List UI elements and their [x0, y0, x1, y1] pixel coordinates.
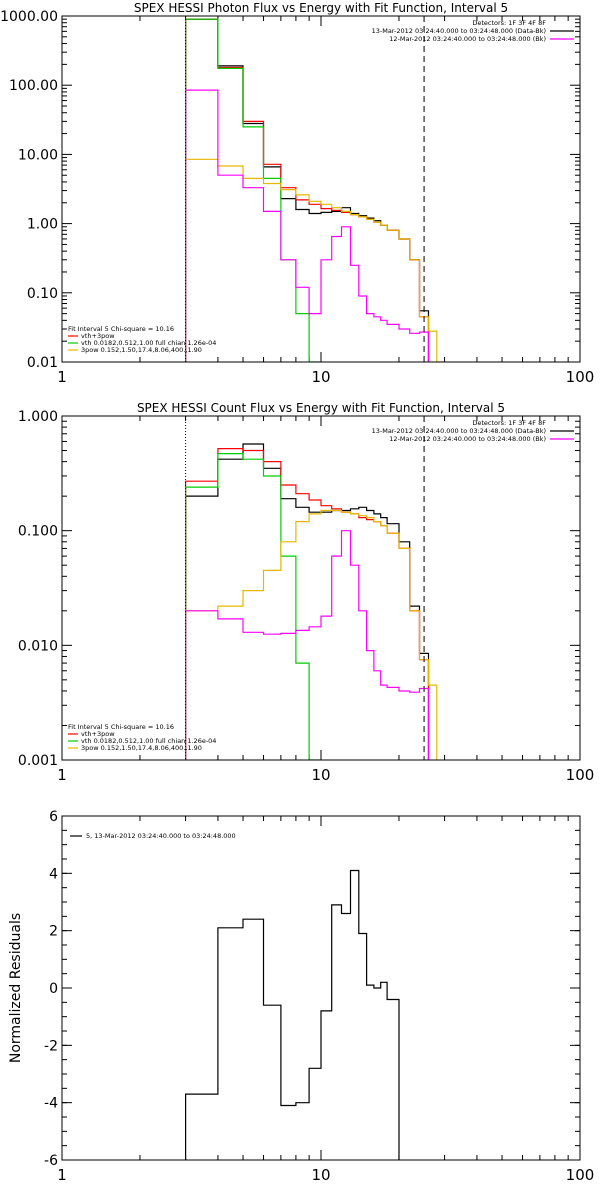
- x-tick-label: 10: [311, 766, 330, 784]
- y-tick-label: -6: [44, 1153, 58, 1169]
- legend-title: Fit Interval 5 Chi-square = 10.16: [68, 723, 174, 731]
- plot-frame: [61, 415, 581, 761]
- legend-entry: vth 0.0182,0.512,1.00 full chian 1.26e-0…: [81, 737, 216, 745]
- series-line-2: [185, 18, 430, 362]
- series-line-5: [185, 89, 430, 362]
- x-tick-label: 100: [566, 368, 595, 386]
- chart-title: SPEX HESSI Count Flux vs Energy with Fit…: [137, 401, 505, 415]
- series-line-5: [185, 530, 430, 760]
- y-tick-label: 10.00: [18, 147, 58, 163]
- axis-ticks: [61, 415, 581, 761]
- header-info-line: Detectors: 1F 3F 4F 8F: [472, 419, 546, 427]
- header-info-line: 13-Mar-2012 03:24:40.000 to 03:24:48.000…: [372, 27, 546, 35]
- chart-panel-3: 1 10 100 6 4 2 0 -2 -4 -6 Normalized Residuals 5, 1…: [8, 809, 594, 1184]
- y-tick-label: 4: [49, 866, 58, 882]
- chart-title: SPEX HESSI Photon Flux vs Energy with Fi…: [134, 1, 508, 15]
- x-tick-label: 100: [566, 766, 595, 784]
- series-line-4: [185, 158, 446, 362]
- header-info-line: Detectors: 1F 3F 4F 8F: [472, 19, 546, 27]
- y-tick-label: -4: [44, 1096, 58, 1112]
- series-line-3: [185, 18, 322, 362]
- legend-entry: vth 0.0182,0.512,1.00 full chian 1.26e-0…: [81, 339, 216, 347]
- series-group: [185, 18, 446, 362]
- y-tick-label: 0.01: [27, 355, 58, 371]
- y-tick-label: 100.00: [9, 78, 58, 94]
- y-tick-label: 6: [49, 809, 58, 825]
- plot-frame: [61, 815, 581, 1161]
- x-tick-label: 1: [57, 766, 67, 784]
- x-tick-label: 10: [311, 368, 330, 386]
- y-axis-label: Normalized Residuals: [8, 913, 24, 1063]
- header-info-line: 12-Mar-2012 03:24:40.000 to 03:24:48.000…: [389, 435, 546, 443]
- y-tick-label: 0.100: [18, 524, 58, 540]
- y-tick-label: 0.001: [18, 753, 58, 769]
- legend-entry: 5, 13-Mar-2012 03:24:40.000 to 03:24:48.…: [86, 832, 236, 840]
- y-tick-label: 1.00: [27, 217, 58, 233]
- x-tick-label: 10: [311, 1166, 330, 1184]
- y-tick-label: -2: [44, 1038, 58, 1054]
- x-tick-label: 100: [566, 1166, 595, 1184]
- plot-frame: [61, 15, 581, 363]
- y-tick-label: 1000.00: [0, 9, 58, 25]
- legend-entry: 3pow 0.152,1.50,17.4,8.06,400.,1.90: [81, 346, 202, 354]
- chart-panel-2: SPEX HESSI Count Flux vs Energy with Fit…: [18, 401, 594, 784]
- legend: 5, 13-Mar-2012 03:24:40.000 to 03:24:48.…: [70, 832, 236, 840]
- series-group: [185, 443, 438, 760]
- series-line-1: [185, 443, 430, 760]
- legend-entry: vth+3pow: [81, 730, 115, 738]
- series-line-1: [185, 18, 430, 362]
- x-tick-label: 1: [57, 1166, 67, 1184]
- series-line-4: [185, 509, 438, 760]
- y-tick-label: 0.010: [18, 638, 58, 654]
- series-group: [185, 869, 400, 1160]
- legend: Fit Interval 5 Chi-square = 10.16vth+3po…: [68, 325, 216, 354]
- series-line-3: [185, 453, 322, 760]
- legend: Fit Interval 5 Chi-square = 10.16vth+3po…: [68, 723, 216, 752]
- legend-entry: vth+3pow: [81, 332, 115, 340]
- series-line-2: [185, 448, 430, 760]
- y-tick-label: 0.10: [27, 286, 58, 302]
- x-tick-label: 1: [57, 368, 67, 386]
- y-tick-label: 1.000: [18, 409, 58, 425]
- header-info-line: 13-Mar-2012 03:24:40.000 to 03:24:48.000…: [372, 427, 546, 435]
- chart-panel-1: SPEX HESSI Photon Flux vs Energy with Fi…: [0, 1, 594, 386]
- header-info-line: 12-Mar-2012 03:24:40.000 to 03:24:48.000…: [389, 35, 546, 43]
- y-tick-label: 0: [49, 981, 58, 997]
- legend-title: Fit Interval 5 Chi-square = 10.16: [68, 325, 174, 333]
- axis-ticks: [61, 815, 581, 1161]
- series-line-1: [185, 869, 400, 1160]
- y-tick-label: 2: [49, 924, 58, 940]
- legend-entry: 3pow 0.152,1.50,17.4,8.06,400.,1.90: [81, 744, 202, 752]
